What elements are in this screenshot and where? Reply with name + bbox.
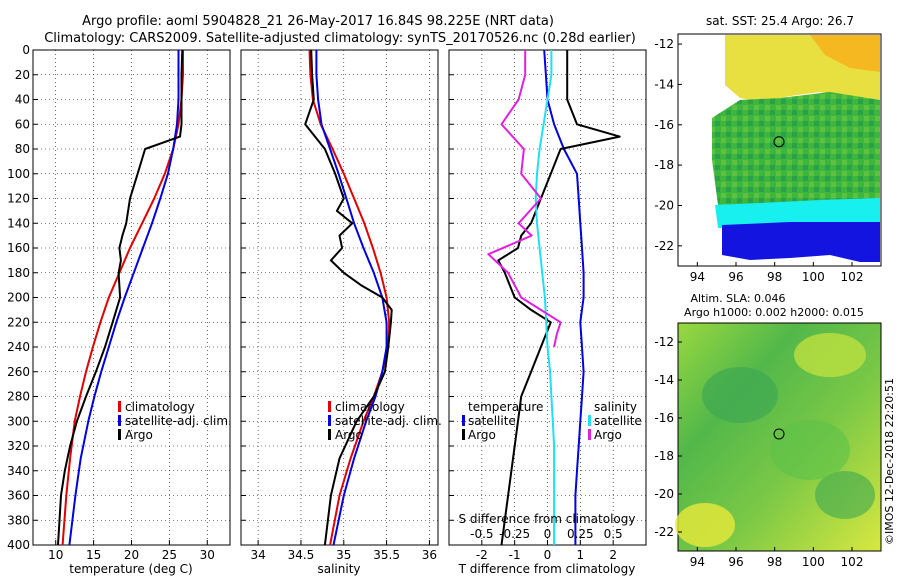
x-tick-label: 0 [544,548,552,562]
temperature-xlabel: temperature (deg C) [69,562,192,576]
y-tick-label: 160 [7,241,30,255]
salinity-axes-frame [240,49,439,546]
x-tick-label: 25 [162,548,177,562]
temperature-legend: climatology satellite-adj. clim. Argo [118,400,232,442]
y-tick-label: 320 [7,439,30,453]
x-tick-label: 35 [336,548,351,562]
legend-swatch-climatology [328,401,331,412]
y-tick-label: 340 [7,464,30,478]
title-line-2: Climatology: CARS2009. Satellite-adjuste… [44,31,636,46]
difference-panel: -2 -1 0 1 2 T difference from climatology S … [448,49,647,576]
y-tick-label: 280 [7,390,30,404]
series-line-argo [57,49,184,546]
series-line-satellite-adj-clim- [68,50,180,546]
x-tick-label: 34.5 [288,548,315,562]
y-tick-label: 300 [7,414,30,428]
y-tick-label: 360 [7,489,30,503]
x-tick-label: 36 [422,548,437,562]
x-tick-label: 10 [48,548,63,562]
x-tick-label: 35.5 [373,548,400,562]
y-tick-label: 20 [15,68,30,82]
legend-label-satellite: satellite-adj. clim. [125,414,232,428]
x-tick-label: 15 [86,548,101,562]
legend-swatch-climatology [118,401,121,412]
legend-label-argo: Argo [335,428,363,442]
y-tick-label: 220 [7,315,30,329]
y-tick-label: 260 [7,365,30,379]
temperature-panel: 10 15 20 25 30020406080100120140160180200220… [7,43,232,576]
y-tick-label: 200 [7,291,30,305]
x-tick-label: 1 [577,548,585,562]
x-tick-label: 30 [200,548,215,562]
y-tick-label: 80 [15,142,30,156]
y-tick-label: 400 [7,538,30,552]
y-tick-label: 240 [7,340,30,354]
y-tick-label: 100 [7,167,30,181]
x-tick-label: -2 [476,548,488,562]
y-tick-label: 140 [7,216,30,230]
y-tick-label: 120 [7,192,30,206]
y-tick-label: 60 [15,117,30,131]
legend-swatch-satellite [118,415,121,426]
legend-swatch-argo [118,429,121,440]
salinity-xlabel: salinity [317,562,360,576]
series-line-argo [304,49,393,546]
salinity-legend: climatology satellite-adj. clim. Argo [328,400,442,442]
y-tick-label: 40 [15,93,30,107]
legend-label-argo: Argo [125,428,153,442]
legend-swatch-satellite [328,415,331,426]
legend-label-climatology: climatology [125,400,195,414]
legend-swatch-argo [328,429,331,440]
y-tick-label: 180 [7,266,30,280]
y-tick-label: 380 [7,513,30,527]
salinity-panel: 34 34.5 35 35.5 36 salinity climatology sate… [240,49,442,576]
series-line-satellite-adj-clim- [315,50,388,546]
x-tick-label: 34 [250,548,265,562]
legend-label-satellite: satellite-adj. clim. [335,414,442,428]
title-line-1: Argo profile: aoml 5904828_21 26-May-201… [82,14,554,29]
y-tick-label: 0 [22,43,30,57]
x-tick-label: 2 [609,548,617,562]
x-tick-label: -1 [509,548,521,562]
x-tick-label: 20 [124,548,139,562]
legend-label-climatology: climatology [335,400,405,414]
